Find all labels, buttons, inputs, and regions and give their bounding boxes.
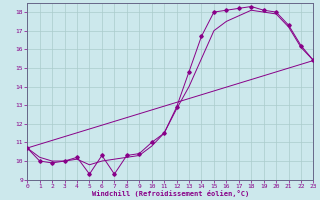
- X-axis label: Windchill (Refroidissement éolien,°C): Windchill (Refroidissement éolien,°C): [92, 190, 249, 197]
